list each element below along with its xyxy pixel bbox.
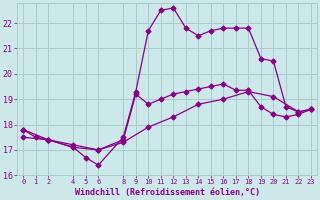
X-axis label: Windchill (Refroidissement éolien,°C): Windchill (Refroidissement éolien,°C) (75, 188, 260, 197)
